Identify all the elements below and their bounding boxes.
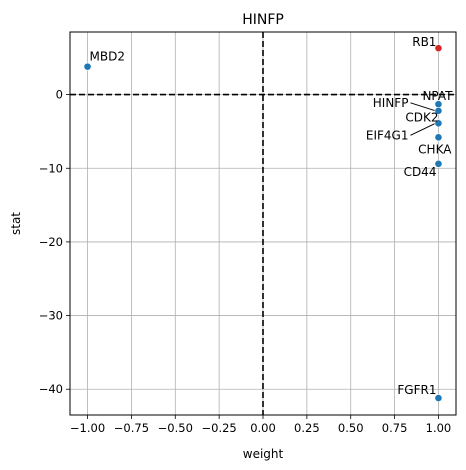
x-tick-label: 0.00 [250,421,276,435]
data-points [83,44,443,402]
leader-line-eif4g1 [410,122,436,136]
point-label-eif4g1: EIF4G1 [366,128,409,142]
point-label-rb1: RB1 [412,35,436,49]
data-point-eif4g1 [434,119,443,128]
x-tick-label: −0.75 [114,421,149,435]
y-tick-label: −40 [39,382,63,396]
x-tick-label: −1.00 [70,421,105,435]
data-point-mbd2 [83,62,92,71]
y-tick-label: −10 [39,161,63,175]
leader-line-hinfp [410,102,436,112]
x-axis-ticks: −1.00 −0.75 −0.50 −0.25 0.00 0.25 0.50 0.75 1.00 [70,415,451,435]
point-label-npat: NPAT [422,89,453,103]
reference-lines [70,32,456,415]
y-tick-label: −20 [39,235,63,249]
point-label-cd44: CD44 [404,165,437,179]
y-axis-label: stat [9,212,23,235]
data-point-hinfp [434,106,443,115]
x-tick-label: 0.25 [294,421,320,435]
point-label-mbd2: MBD2 [90,50,125,64]
x-tick-label: 0.50 [338,421,364,435]
data-point-cd44 [434,159,443,168]
x-tick-label: −0.50 [158,421,193,435]
data-point-rb1 [434,44,443,53]
label-leader-lines [410,102,436,136]
point-label-hinfp: HINFP [373,96,409,110]
y-tick-label: −30 [39,309,63,323]
x-tick-label: 0.75 [382,421,408,435]
point-label-cdk2: CDK2 [405,111,438,125]
point-label-fgfr1: FGFR1 [397,383,436,397]
chart-title: HINFP [242,12,284,28]
y-axis-ticks: −40 −30 −20 −10 0 [39,88,70,396]
y-tick-label: 0 [56,88,63,102]
x-tick-label: −0.25 [202,421,237,435]
x-tick-label: 1.00 [426,421,452,435]
data-point-chka [434,133,443,142]
data-point-fgfr1 [434,394,443,402]
point-label-chka: CHKA [418,142,452,156]
x-axis-label: weight [243,447,284,461]
